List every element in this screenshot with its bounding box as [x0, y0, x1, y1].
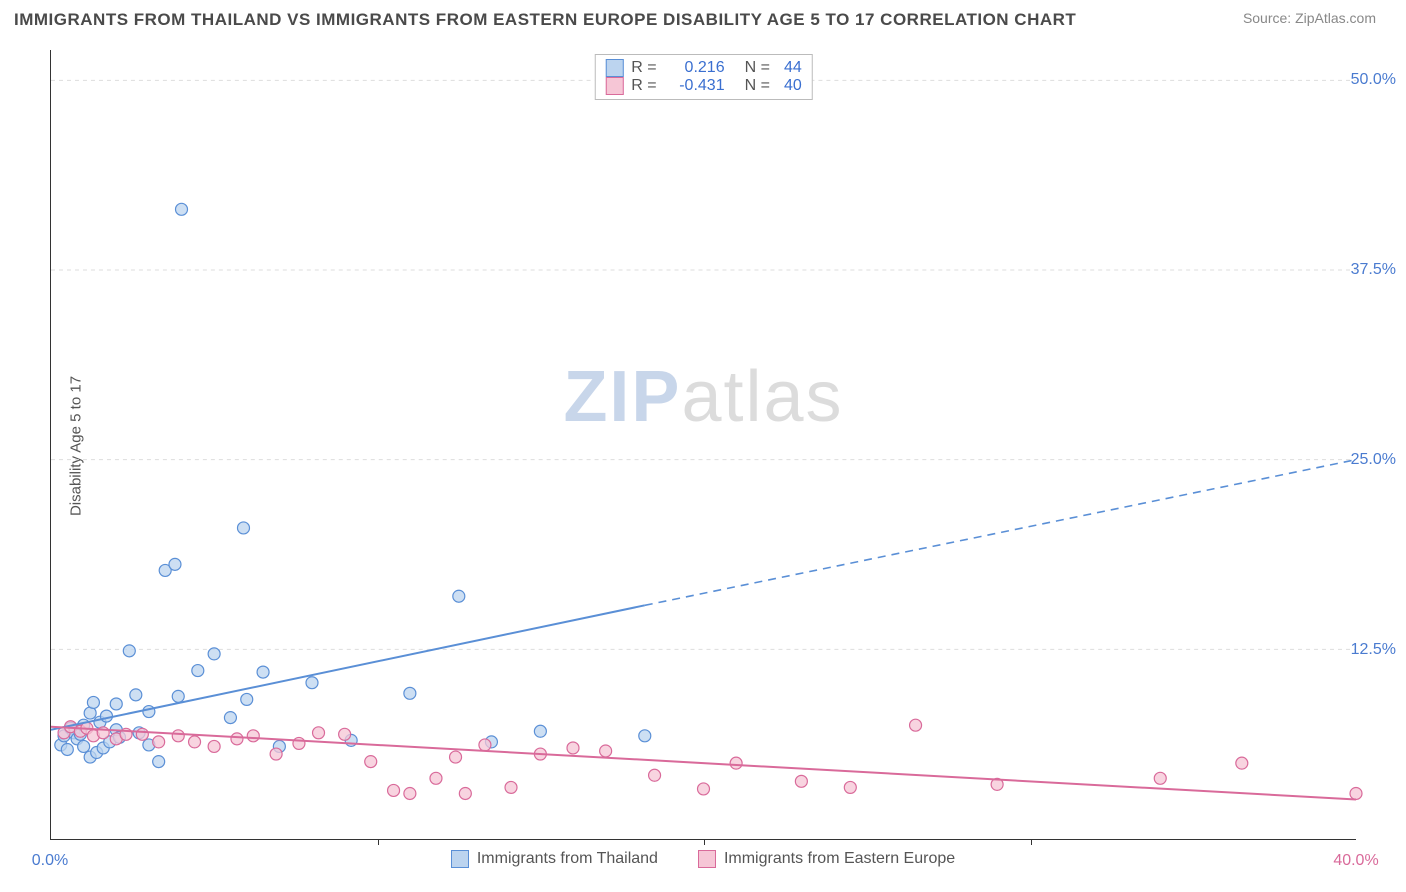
- data-point-thailand: [123, 645, 135, 657]
- data-point-thailand: [224, 712, 236, 724]
- legend-swatch-thailand: [605, 59, 623, 77]
- data-point-eastern_europe: [270, 748, 282, 760]
- data-point-eastern_europe: [293, 737, 305, 749]
- data-point-eastern_europe: [649, 769, 661, 781]
- data-point-eastern_europe: [1236, 757, 1248, 769]
- legend-label: Immigrants from Thailand: [477, 850, 658, 868]
- data-point-thailand: [130, 689, 142, 701]
- ytick-label: 37.5%: [1351, 261, 1396, 279]
- legend-swatch-eastern_europe: [698, 850, 716, 868]
- correlation-legend: R = 0.216 N = 44 R = -0.431 N = 40: [594, 54, 812, 100]
- data-point-thailand: [110, 698, 122, 710]
- data-point-thailand: [176, 203, 188, 215]
- xtick-mark: [704, 839, 705, 845]
- data-point-eastern_europe: [844, 781, 856, 793]
- data-point-eastern_europe: [430, 772, 442, 784]
- trend-line-extrapolated-thailand: [645, 460, 1356, 606]
- data-point-eastern_europe: [388, 784, 400, 796]
- xtick-mark: [1031, 839, 1032, 845]
- xtick-mark: [378, 839, 379, 845]
- r-value: 0.216: [665, 59, 725, 77]
- data-point-eastern_europe: [365, 756, 377, 768]
- plot-area: ZIPatlas R =0.216N =44R =-0.431N =40: [50, 50, 1356, 840]
- plot-svg: [51, 50, 1356, 839]
- data-point-thailand: [237, 522, 249, 534]
- r-label: R =: [631, 59, 656, 77]
- data-point-thailand: [639, 730, 651, 742]
- data-point-thailand: [257, 666, 269, 678]
- data-point-eastern_europe: [247, 730, 259, 742]
- data-point-thailand: [172, 690, 184, 702]
- data-point-eastern_europe: [172, 730, 184, 742]
- correlation-row-eastern_europe: R = -0.431 N = 40: [605, 77, 801, 95]
- data-point-eastern_europe: [505, 781, 517, 793]
- data-point-thailand: [306, 677, 318, 689]
- data-point-eastern_europe: [231, 733, 243, 745]
- data-point-eastern_europe: [189, 736, 201, 748]
- data-point-thailand: [534, 725, 546, 737]
- data-point-thailand: [61, 743, 73, 755]
- data-point-thailand: [241, 693, 253, 705]
- n-value: 44: [784, 59, 802, 77]
- r-value: -0.431: [665, 77, 725, 95]
- correlation-row-thailand: R = 0.216 N = 44: [605, 59, 801, 77]
- n-label: N =: [745, 59, 770, 77]
- data-point-eastern_europe: [795, 775, 807, 787]
- ytick-label: 50.0%: [1351, 71, 1396, 89]
- data-point-eastern_europe: [1154, 772, 1166, 784]
- data-point-eastern_europe: [153, 736, 165, 748]
- data-point-thailand: [169, 558, 181, 570]
- data-point-eastern_europe: [600, 745, 612, 757]
- data-point-eastern_europe: [479, 739, 491, 751]
- legend-swatch-eastern_europe: [605, 77, 623, 95]
- data-point-thailand: [208, 648, 220, 660]
- data-point-eastern_europe: [698, 783, 710, 795]
- data-point-eastern_europe: [1350, 787, 1362, 799]
- data-point-thailand: [453, 590, 465, 602]
- data-point-thailand: [100, 710, 112, 722]
- data-point-eastern_europe: [450, 751, 462, 763]
- data-point-eastern_europe: [910, 719, 922, 731]
- data-point-eastern_europe: [313, 727, 325, 739]
- data-point-thailand: [78, 740, 90, 752]
- data-point-eastern_europe: [339, 728, 351, 740]
- ytick-label: 12.5%: [1351, 641, 1396, 659]
- trend-line-thailand: [51, 605, 645, 729]
- legend-item-thailand: Immigrants from Thailand: [451, 850, 658, 868]
- data-point-thailand: [404, 687, 416, 699]
- data-point-eastern_europe: [136, 728, 148, 740]
- data-point-thailand: [87, 696, 99, 708]
- r-label: R =: [631, 77, 656, 95]
- legend-swatch-thailand: [451, 850, 469, 868]
- n-label: N =: [745, 77, 770, 95]
- data-point-eastern_europe: [730, 757, 742, 769]
- data-point-eastern_europe: [404, 787, 416, 799]
- legend-item-eastern_europe: Immigrants from Eastern Europe: [698, 850, 955, 868]
- data-point-thailand: [153, 756, 165, 768]
- source-attribution: Source: ZipAtlas.com: [1243, 10, 1376, 26]
- legend-label: Immigrants from Eastern Europe: [724, 850, 955, 868]
- n-value: 40: [784, 77, 802, 95]
- ytick-label: 25.0%: [1351, 451, 1396, 469]
- chart-title: IMMIGRANTS FROM THAILAND VS IMMIGRANTS F…: [14, 10, 1076, 30]
- data-point-eastern_europe: [567, 742, 579, 754]
- series-legend: Immigrants from Thailand Immigrants from …: [0, 850, 1406, 868]
- data-point-thailand: [192, 665, 204, 677]
- data-point-eastern_europe: [208, 740, 220, 752]
- data-point-eastern_europe: [459, 787, 471, 799]
